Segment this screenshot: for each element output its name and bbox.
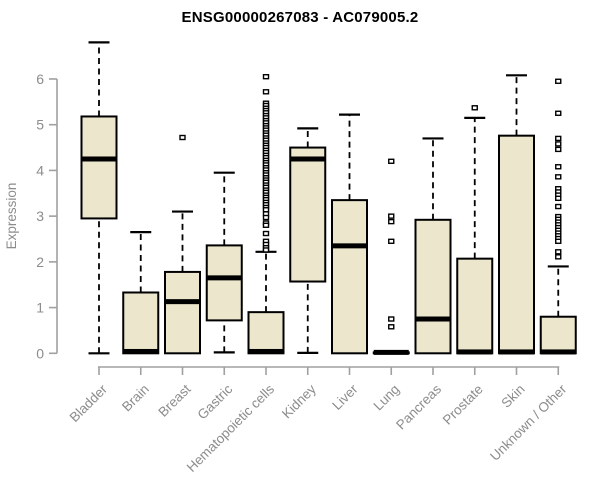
boxplot-box-lung — [372, 158, 410, 355]
median-line — [290, 156, 326, 162]
x-tick-label: Bladder — [67, 381, 111, 425]
outlier-point — [555, 164, 562, 170]
boxplot-box-brain — [122, 231, 160, 355]
iqr-box — [456, 257, 494, 355]
iqr-box — [539, 315, 577, 355]
median-line — [373, 349, 409, 355]
iqr-box — [164, 270, 201, 355]
boxplot-box-skin — [498, 74, 535, 355]
boxplot-box-kidney — [289, 127, 327, 354]
median-line — [540, 349, 576, 355]
y-axis: 0 1 2 3 4 5 6 Expression — [4, 71, 58, 361]
outlier-point — [388, 218, 395, 225]
x-tick-label: Kidney — [279, 381, 319, 421]
outlier-point — [179, 134, 186, 141]
outlier-point — [471, 105, 478, 111]
outlier-point — [555, 174, 562, 180]
median-line — [415, 316, 451, 322]
median-line — [457, 349, 493, 355]
y-tick-label: 2 — [36, 254, 44, 270]
x-tick-label: Skin — [498, 382, 527, 411]
outlier-point — [262, 214, 270, 221]
iqr-box — [331, 199, 368, 355]
boxplot-box-gastric — [205, 171, 243, 354]
boxplot-box-bladder — [80, 41, 118, 355]
chart-title: ENSG00000267083 - AC079005.2 — [181, 9, 419, 26]
iqr-box — [80, 115, 118, 220]
x-tick-label: Breast — [155, 381, 193, 419]
y-tick-label: 0 — [36, 345, 44, 361]
outlier-point — [555, 141, 562, 147]
outlier-point — [555, 254, 562, 260]
median-line — [123, 348, 159, 354]
outlier-point — [262, 222, 270, 228]
outlier-point — [555, 78, 562, 84]
y-tick-label: 6 — [36, 71, 44, 87]
iqr-box — [289, 146, 327, 283]
median-line — [499, 349, 534, 355]
median-line — [206, 275, 242, 281]
x-tick-label: Pancreas — [393, 381, 444, 432]
x-tick-label: Prostate — [440, 382, 486, 428]
boxplot-box-unknown-other — [539, 78, 577, 355]
outlier-point — [555, 146, 562, 153]
outlier-point — [262, 73, 270, 80]
outlier-point — [555, 238, 562, 244]
iqr-box — [498, 134, 535, 355]
median-line — [332, 243, 367, 249]
outlier-point — [388, 316, 395, 322]
x-tick-label: Brain — [119, 382, 152, 415]
iqr-box — [414, 218, 452, 355]
outlier-point — [262, 89, 270, 95]
y-tick-label: 1 — [36, 300, 44, 316]
y-tick-label: 4 — [36, 162, 44, 178]
outlier-point — [262, 207, 270, 213]
outlier-point — [555, 135, 562, 142]
iqr-box — [205, 244, 243, 322]
boxplot-box-breast — [164, 134, 201, 355]
iqr-box — [247, 311, 285, 355]
x-tick-label: Unknown / Other — [487, 381, 570, 464]
y-tick-label: 3 — [36, 208, 44, 224]
boxplot-box-prostate — [456, 105, 494, 355]
boxplot-box-liver — [331, 113, 368, 355]
x-tick-label: Liver — [329, 381, 361, 413]
boxplot-box-pancreas — [414, 137, 452, 355]
median-line — [81, 156, 117, 162]
x-tick-label: Gastric — [195, 381, 236, 422]
boxplot-box-hematopoietic-cells — [247, 73, 285, 355]
outlier-point — [388, 324, 395, 330]
outlier-point — [388, 213, 395, 219]
y-axis-title: Expression — [4, 183, 19, 250]
outlier-point — [555, 249, 562, 255]
iqr-box — [122, 291, 160, 355]
outlier-point — [555, 110, 562, 116]
x-tick-label: Lung — [371, 382, 403, 414]
outlier-point — [262, 247, 270, 253]
outlier-point — [388, 158, 395, 164]
y-tick-label: 5 — [36, 117, 44, 133]
median-line — [248, 348, 284, 354]
outlier-point — [555, 203, 562, 210]
outlier-point — [388, 238, 395, 244]
outlier-point — [555, 195, 562, 202]
outlier-point — [262, 230, 270, 237]
median-line — [165, 299, 200, 305]
